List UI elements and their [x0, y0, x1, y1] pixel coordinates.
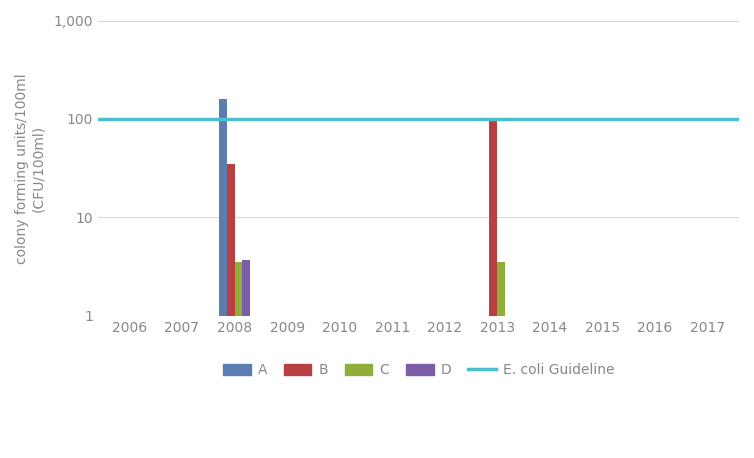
Y-axis label: colony forming units/100ml
(CFU/100ml): colony forming units/100ml (CFU/100ml) [15, 73, 45, 263]
Bar [242, 260, 250, 458]
Bar [498, 262, 505, 458]
Bar [227, 164, 234, 458]
Bar [489, 120, 498, 458]
Bar [234, 262, 242, 458]
Bar [219, 99, 227, 458]
Legend: A, B, C, D, E. coli Guideline: A, B, C, D, E. coli Guideline [217, 358, 620, 383]
